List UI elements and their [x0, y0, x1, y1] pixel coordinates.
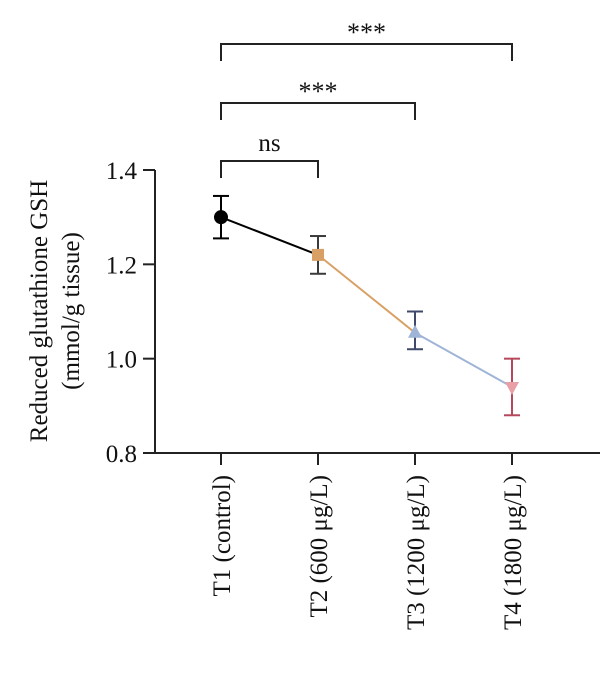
- data-point-triangle-down: [505, 381, 519, 395]
- x-tick-label: T2 (600 μg/L): [306, 475, 333, 618]
- y-tick-label: 1.0: [106, 347, 137, 374]
- axes: 0.8 1.0 1.2 1.4 T1 (control) T2 (600 μg/L) T3 …: [106, 158, 600, 630]
- data-point-square: [312, 248, 324, 261]
- series-line-segment: [317, 254, 416, 334]
- x-tick-label: T4 (1800 μg/L): [500, 475, 527, 630]
- x-tick-label: T1 (control): [209, 475, 236, 596]
- y-tick-label: 1.4: [106, 158, 138, 185]
- significance-bracket: [220, 160, 319, 178]
- significance-brackets: ns *** ***: [220, 18, 513, 178]
- series-line-segment: [414, 331, 513, 388]
- y-tick-label: 0.8: [106, 441, 137, 468]
- y-tick-label: 1.2: [106, 252, 137, 279]
- y-axis-label-line2: (mmol/g tissue): [58, 232, 85, 390]
- y-axis-label-line1: Reduced glutathione GSH: [26, 180, 53, 442]
- data-point-triangle-up: [408, 324, 422, 338]
- data-point-circle: [214, 210, 228, 225]
- significance-bracket: [220, 102, 416, 120]
- significance-bracket: [220, 43, 513, 61]
- y-axis-label: Reduced glutathione GSH (mmol/g tissue): [26, 180, 85, 442]
- data-series: [213, 194, 520, 417]
- significance-label: ***: [299, 77, 338, 106]
- x-tick-label: T3 (1200 μg/L): [403, 475, 430, 630]
- significance-label: ns: [258, 130, 280, 157]
- significance-label: ***: [347, 18, 386, 47]
- series-line-segment: [220, 216, 319, 256]
